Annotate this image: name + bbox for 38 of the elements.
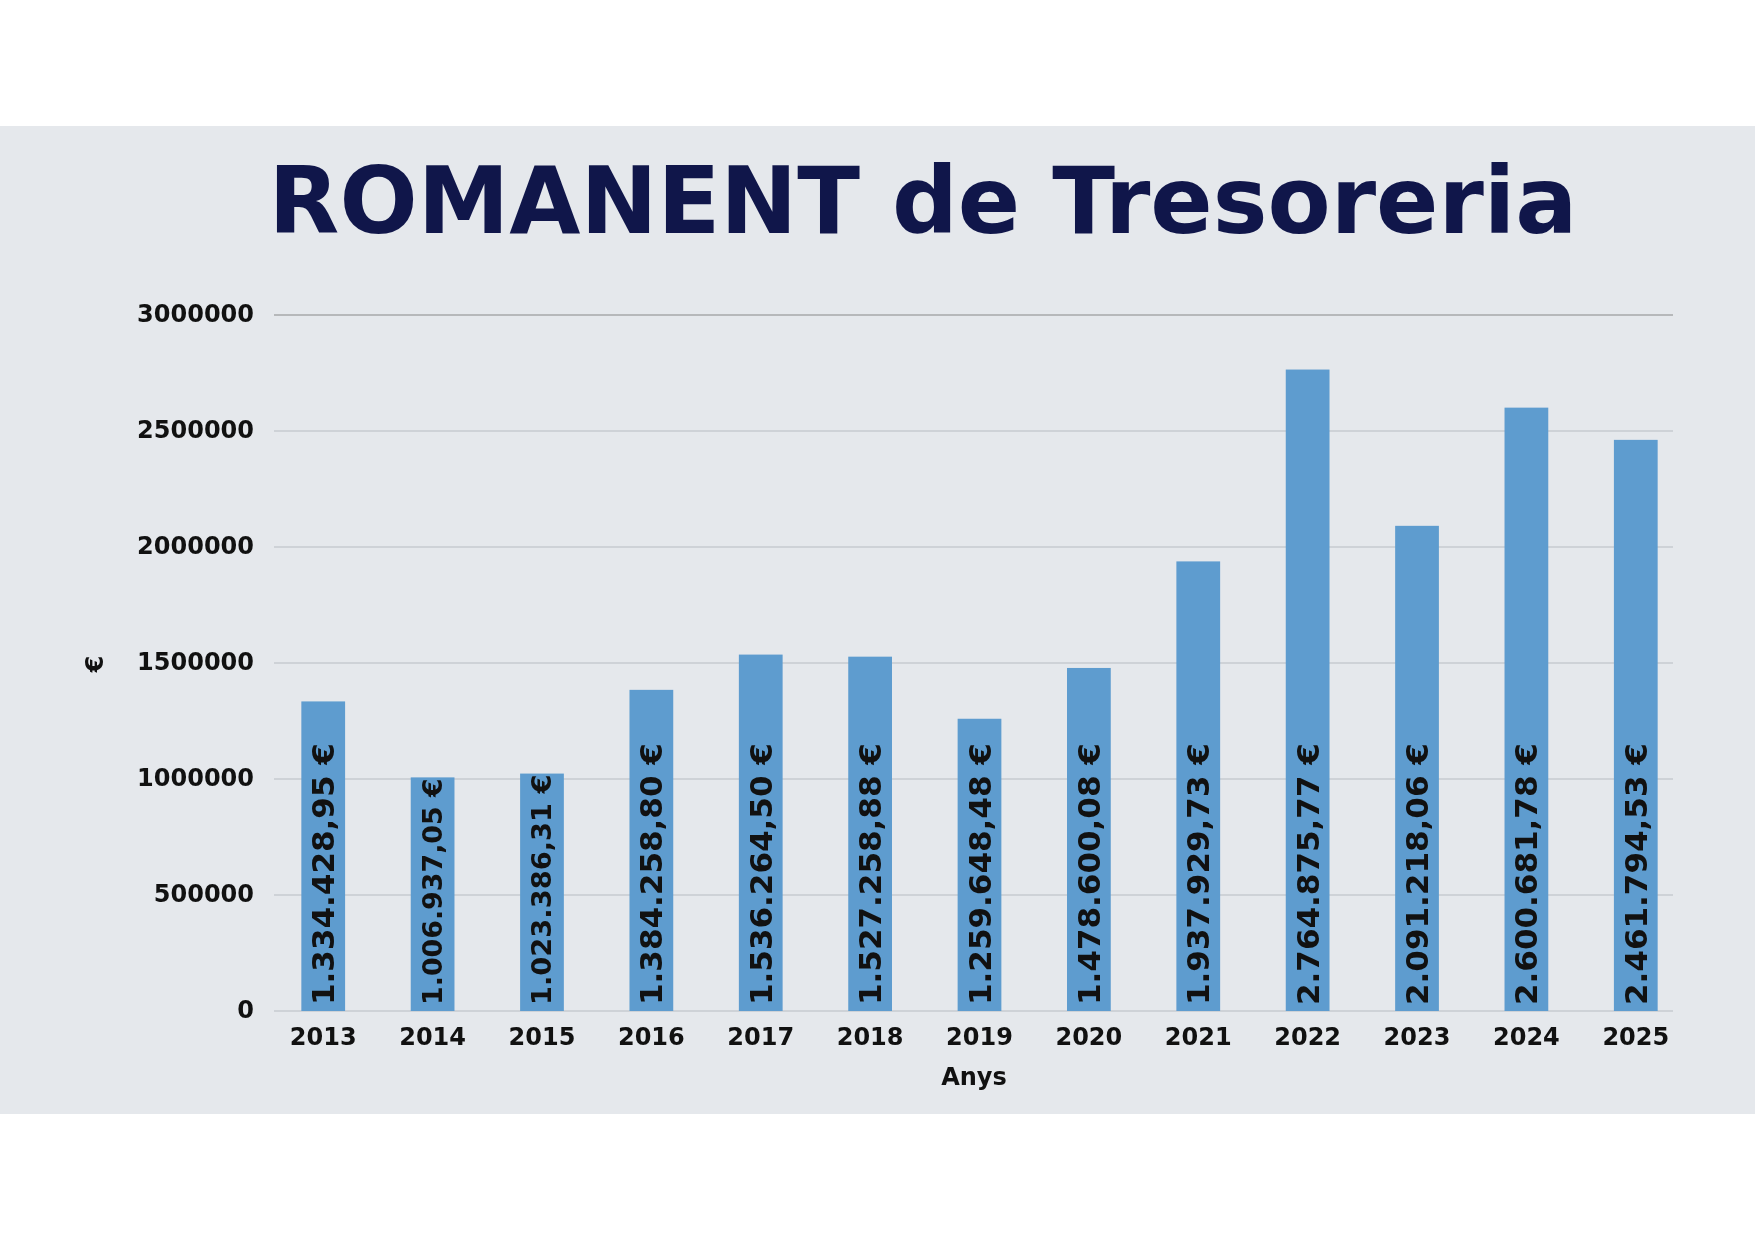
x-tick-label: 2017 [727, 1023, 795, 1051]
data-label: 1.023.386,31 € [526, 774, 558, 1005]
y-tick-label: 3000000 [137, 300, 254, 328]
data-label: 1.536.264,50 € [742, 743, 779, 1005]
y-tick-label: 2500000 [137, 416, 254, 444]
data-label: 2.461.794,53 € [1617, 743, 1654, 1005]
x-tick-label: 2018 [836, 1023, 904, 1051]
data-label: 1.006.937,05 € [417, 778, 449, 1005]
x-tick-label: 2014 [399, 1023, 466, 1051]
x-tick-label: 2025 [1602, 1023, 1670, 1051]
x-tick-label: 2020 [1055, 1023, 1123, 1051]
x-tick-label: 2023 [1383, 1023, 1451, 1051]
bar [1613, 439, 1658, 1011]
data-label: 1.384.258,80 € [633, 743, 670, 1005]
x-tick-label: 2019 [946, 1023, 1013, 1051]
data-label: 1.259.648,48 € [961, 743, 998, 1005]
x-tick-label: 2021 [1164, 1023, 1232, 1051]
data-label: 1.478.600,08 € [1070, 743, 1107, 1005]
x-tick-label: 2013 [289, 1023, 357, 1051]
y-axis-title: € [81, 655, 109, 674]
y-tick-label: 1000000 [137, 764, 254, 792]
x-tick-label: 2022 [1274, 1023, 1342, 1051]
y-tick-label: 500000 [153, 880, 254, 908]
bar [1285, 369, 1330, 1011]
y-tick-label: 1500000 [137, 648, 254, 676]
data-label: 1.527.258,88 € [852, 743, 889, 1005]
data-label: 2.764.875,77 € [1289, 743, 1326, 1005]
y-tick-label: 0 [237, 996, 254, 1024]
data-label: 2.091.218,06 € [1399, 743, 1436, 1005]
x-axis-title: Anys [941, 1063, 1007, 1091]
data-label: 1.937.929,73 € [1180, 743, 1217, 1005]
y-tick-label: 2000000 [137, 532, 254, 560]
x-tick-label: 2024 [1493, 1023, 1560, 1051]
x-tick-label: 2016 [617, 1023, 685, 1051]
x-tick-label: 2015 [508, 1023, 576, 1051]
chart-title: ROMANENT de Tresoreria [268, 148, 1578, 255]
data-label: 1.334.428,95 € [305, 743, 342, 1005]
data-label: 2.600.681,78 € [1508, 743, 1545, 1005]
